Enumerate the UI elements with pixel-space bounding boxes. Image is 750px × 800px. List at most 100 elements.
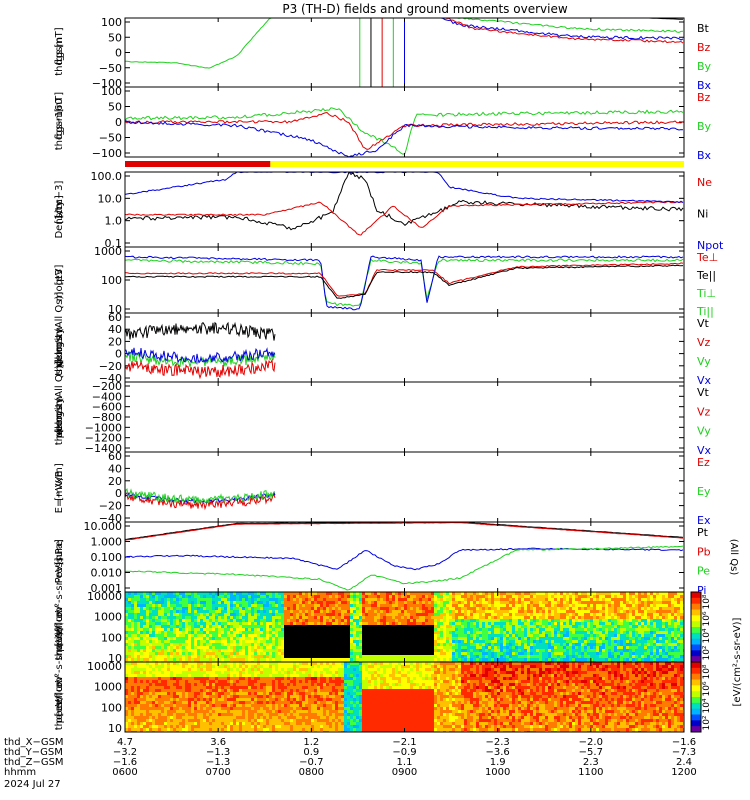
tick-label: −400 xyxy=(92,390,122,403)
panel-frame xyxy=(124,171,685,248)
svg-text:[eV]: [eV] xyxy=(54,265,65,286)
colorbar-tick: 10² xyxy=(702,645,712,660)
tick-label: 100 xyxy=(101,631,122,644)
legend-pi: Pi xyxy=(697,584,706,597)
legend-bz: Bz xyxy=(697,91,711,104)
by-line-a xyxy=(125,18,683,69)
pe-line xyxy=(125,545,684,591)
x-axis-value: 1.1 xyxy=(397,757,413,768)
x-axis-row-label: thd_X−GSM xyxy=(4,737,64,748)
colorbar-tick: 10² xyxy=(702,715,712,730)
legend-by: By xyxy=(697,120,712,133)
tick-label: 10000 xyxy=(87,660,122,673)
tick-label: 50 xyxy=(108,31,122,44)
x-axis-row-label: thd_Y−GSM xyxy=(4,747,63,758)
svg-text:[mV/m]: [mV/m] xyxy=(54,463,65,501)
svg-text:thd: thd xyxy=(54,714,65,731)
tick-label: 0 xyxy=(115,47,122,60)
tick-label: 0 xyxy=(115,487,122,500)
vx-line xyxy=(125,347,276,364)
tick-label: 10 xyxy=(108,652,122,665)
svg-text:[eV/(cm²-s-sr-eV)]: [eV/(cm²-s-sr-eV)] xyxy=(54,627,65,716)
legend-vz: Vz xyxy=(697,336,711,349)
svg-text:thd: thd xyxy=(54,644,65,661)
tick-label: 60 xyxy=(108,311,122,324)
by-line-b xyxy=(125,107,684,155)
legend-te⊥: Te⊥ xyxy=(696,251,718,264)
svg-text:gsm: gsm xyxy=(54,396,65,417)
vz-line xyxy=(125,358,276,380)
legend-vz: Vz xyxy=(697,405,711,418)
svg-text:eflux: eflux xyxy=(54,610,65,635)
tick-label: −1200 xyxy=(85,432,122,445)
x-axis-value: 3.6 xyxy=(210,737,226,748)
svg-text:peir: peir xyxy=(54,347,65,367)
x-axis-value: 0900 xyxy=(392,767,417,778)
svg-text:gsm: gsm xyxy=(54,327,65,348)
legend-ne: Ne xyxy=(697,176,712,189)
tick-label: 0.1 xyxy=(105,237,123,250)
x-axis-value: −2.0 xyxy=(579,737,603,748)
x-axis-value: 1.9 xyxy=(490,757,506,768)
tick-label: 1000 xyxy=(94,611,122,624)
panel-temp: 1000 100 10 moqt3[eV] Te⊥ Te|| Ti⊥ Ti|| xyxy=(54,245,718,318)
x-axis-value: −2.1 xyxy=(392,737,416,748)
legend-te||: Te|| xyxy=(696,269,716,282)
legend-ti⊥: Ti⊥ xyxy=(696,287,716,300)
colorbar-tick: 10⁸ xyxy=(702,664,712,679)
x-axis-value: 1.2 xyxy=(303,737,319,748)
tick-label: 10000 xyxy=(87,590,122,603)
svg-text:[eV/(cm²-s-sr-eV)]: [eV/(cm²-s-sr-eV)] xyxy=(54,557,65,646)
tick-label: 1.0 xyxy=(105,215,123,228)
svg-text:moqt3: moqt3 xyxy=(54,269,65,302)
tick-label: 0 xyxy=(115,348,122,361)
x-axis-row-label: hhmm xyxy=(4,767,36,778)
panel-density: 100.0 10.0 1.0 0.1 Density[1/cc][cm−3] Ne Ni Np… xyxy=(54,170,724,252)
bz-line-a xyxy=(125,18,684,44)
y-axis-label: Density[1/cc][cm−3] xyxy=(54,181,65,239)
te-perp-line xyxy=(125,262,684,297)
tick-label: 100 xyxy=(101,701,122,714)
y-axis-label: Pressure[nPa] xyxy=(54,539,65,583)
svg-text:peer: peer xyxy=(54,700,65,724)
panel-peer_vel: −200−400−600−800−1000−1200−1400thdpeerve… xyxy=(54,361,712,457)
legend-pt: Pt xyxy=(697,526,709,539)
tick-label: −1000 xyxy=(85,421,122,434)
legend-ex: Ex xyxy=(697,514,711,527)
svg-text:[km/s (All Qs)]: [km/s (All Qs)] xyxy=(54,361,65,433)
x-axis-value: 1100 xyxy=(578,767,603,778)
colorbar-tick: 10⁸ xyxy=(702,594,712,609)
tick-label: 0 xyxy=(115,116,122,129)
legend-vx: Vx xyxy=(697,444,712,457)
tick-label: 10.0 xyxy=(98,192,123,205)
tick-label: −100 xyxy=(92,77,122,90)
panel-frame xyxy=(124,312,685,383)
svg-text:Pressure: Pressure xyxy=(54,541,65,584)
legend-bt: Bt xyxy=(697,22,710,35)
svg-text:eV: eV xyxy=(54,605,65,618)
svg-text:gsm: gsm xyxy=(54,111,65,132)
panel-frame xyxy=(124,86,685,158)
tick-label: 10 xyxy=(108,303,122,316)
ni-line xyxy=(125,172,684,231)
colorbar-label: [eV/(cm²-s-sr-eV)] xyxy=(732,617,743,706)
tick-label: −50 xyxy=(99,62,122,75)
legend-npot: Npot xyxy=(697,239,724,252)
peer-spectrogram xyxy=(125,662,684,732)
legend-vt: Vt xyxy=(697,386,710,399)
x-axis-value: −5.7 xyxy=(579,747,603,758)
colorbar-tick: 10⁶ xyxy=(702,681,712,696)
pressure-side-label: (All Qs) xyxy=(728,539,739,576)
tick-label: 20 xyxy=(108,475,122,488)
x-axis-value: 0800 xyxy=(299,767,324,778)
legend-bx: Bx xyxy=(697,149,712,162)
legend-by: By xyxy=(697,60,712,73)
